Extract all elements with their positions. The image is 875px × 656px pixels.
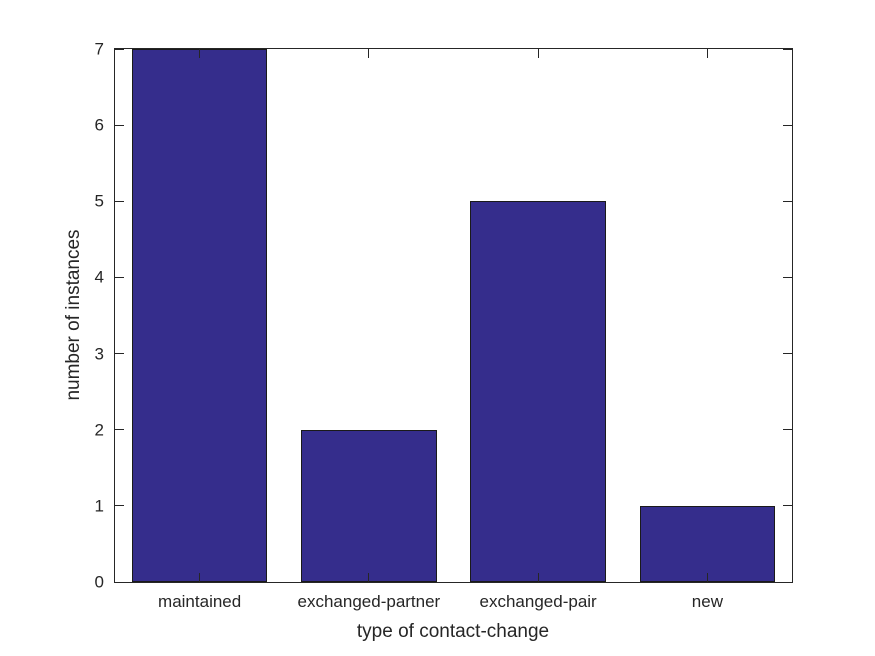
x-tick-bottom-maintained — [199, 573, 201, 582]
y-tick-right-5 — [783, 200, 792, 202]
y-tick-left-2 — [115, 429, 124, 431]
x-tick-label-exchanged-partner: exchanged-partner — [297, 592, 441, 611]
x-tick-top-new — [706, 49, 708, 58]
y-tick-right-4 — [783, 276, 792, 278]
x-tick-bottom-exchanged-pair — [537, 573, 539, 582]
plot-area — [114, 48, 793, 583]
bar-new — [639, 505, 776, 582]
x-axis-label: type of contact-change — [356, 621, 550, 642]
x-tick-top-maintained — [199, 49, 201, 58]
x-tick-bottom-new — [706, 573, 708, 582]
y-tick-left-6 — [115, 124, 124, 126]
y-tick-right-6 — [783, 124, 792, 126]
y-tick-left-3 — [115, 353, 124, 355]
x-tick-label-maintained: maintained — [158, 592, 242, 611]
y-tick-left-1 — [115, 505, 124, 507]
x-tick-label-new: new — [691, 592, 723, 611]
y-tick-label: 7 — [94, 39, 104, 59]
x-tick-bottom-exchanged-partner — [368, 573, 370, 582]
y-tick-left-5 — [115, 200, 124, 202]
bar-exchanged-pair — [470, 201, 606, 582]
x-tick-top-exchanged-pair — [537, 49, 539, 58]
y-tick-right-2 — [783, 429, 792, 431]
bar-exchanged-partner — [301, 429, 437, 582]
y-tick-label: 6 — [94, 115, 104, 135]
y-tick-label: 2 — [94, 420, 104, 440]
y-tick-left-7 — [115, 48, 124, 50]
y-tick-right-1 — [783, 505, 792, 507]
y-tick-right-3 — [783, 353, 792, 355]
y-tick-label: 5 — [94, 191, 104, 211]
x-tick-top-exchanged-partner — [368, 49, 370, 58]
x-tick-label-exchanged-pair: exchanged-pair — [479, 592, 597, 611]
y-axis-label: number of instances — [63, 229, 84, 401]
y-tick-label: 3 — [94, 344, 104, 364]
y-tick-right-0 — [783, 581, 792, 583]
y-tick-label: 1 — [94, 496, 104, 516]
bar-maintained — [131, 49, 268, 582]
y-tick-right-7 — [783, 48, 792, 50]
y-tick-left-0 — [115, 581, 124, 583]
y-tick-label: 4 — [94, 267, 104, 287]
y-tick-label: 0 — [94, 572, 104, 592]
y-tick-left-4 — [115, 276, 124, 278]
